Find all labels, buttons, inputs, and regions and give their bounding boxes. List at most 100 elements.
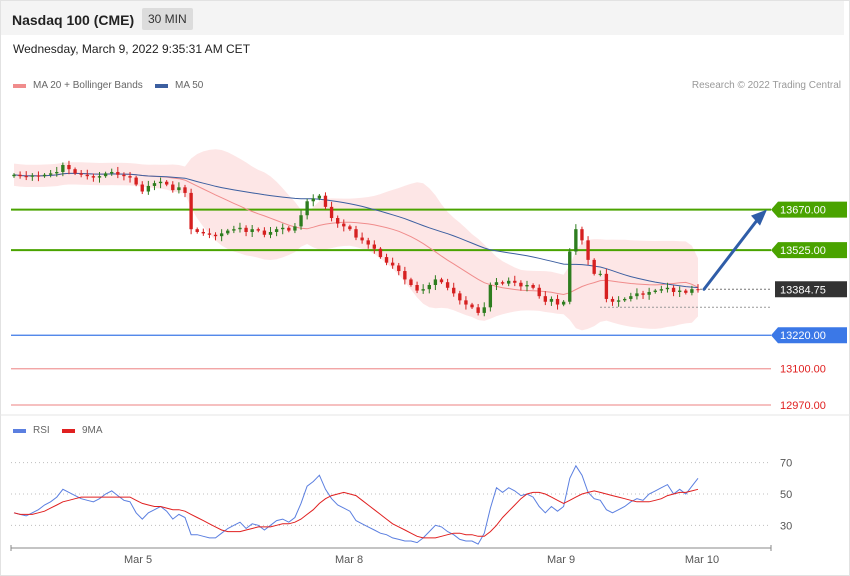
candle-body: [366, 240, 370, 245]
level-labels-layer: 13670.00 13525.00 13384.75 13220.00 13100.00…: [771, 201, 847, 412]
level-badge-support: [771, 327, 847, 344]
candle-body: [445, 282, 450, 288]
candle: [592, 258, 596, 276]
candle-body: [470, 304, 474, 308]
candle: [519, 280, 523, 291]
interval-badge[interactable]: 30 MIN: [142, 8, 193, 30]
last-price-badge: [775, 281, 847, 298]
candle-body: [91, 176, 96, 178]
candle: [439, 277, 444, 284]
candle: [262, 227, 267, 238]
candle: [329, 201, 334, 222]
candle: [12, 173, 16, 178]
candle-body: [311, 198, 315, 202]
candle: [219, 229, 224, 242]
candle: [73, 167, 77, 176]
candle: [452, 282, 456, 297]
candle-body: [73, 169, 77, 174]
candle-body: [684, 290, 688, 293]
x-tick-label: Mar 8: [335, 554, 363, 566]
candle: [311, 194, 315, 207]
candle: [506, 277, 511, 287]
candle: [348, 224, 352, 231]
candle-body: [329, 206, 334, 219]
candle-body: [293, 226, 297, 231]
candle: [610, 296, 615, 306]
candle-body: [592, 259, 596, 274]
candle: [458, 290, 462, 305]
candle: [61, 162, 65, 177]
candle-body: [158, 181, 163, 184]
candle-body: [195, 229, 199, 232]
candle-body: [189, 192, 193, 230]
legend-rsi-label: RSI: [33, 425, 50, 436]
candle-body: [103, 173, 108, 177]
candle: [268, 226, 273, 239]
candle-body: [48, 173, 53, 175]
candle: [42, 173, 47, 178]
candle-body: [24, 176, 28, 178]
candle: [122, 172, 126, 181]
candle-body: [397, 265, 401, 272]
candle: [525, 280, 529, 292]
candle: [586, 236, 590, 265]
candle: [79, 170, 83, 178]
candle-body: [262, 230, 267, 235]
candle: [30, 173, 35, 181]
candle-body: [623, 298, 627, 301]
candle: [476, 303, 480, 316]
candle-body: [360, 237, 364, 241]
candle: [140, 181, 144, 195]
legend-ma20-label: MA 20 + Bollinger Bands: [33, 80, 143, 91]
candle: [354, 225, 358, 241]
rsi-line: [13, 464, 699, 545]
candle: [482, 302, 486, 317]
candle-body: [287, 227, 291, 231]
candle: [635, 288, 639, 300]
candle-body: [250, 229, 254, 232]
candle-body: [85, 174, 89, 177]
candle-body: [342, 223, 346, 227]
candle: [103, 171, 108, 178]
candle-body: [348, 226, 352, 230]
candle: [232, 225, 236, 234]
legend-ma50: MA 50: [155, 80, 203, 91]
candle-body: [586, 240, 590, 260]
candle-body: [635, 293, 639, 297]
candle-body: [677, 290, 682, 292]
candle: [299, 210, 303, 230]
candle-body: [79, 173, 83, 175]
candle-body: [561, 301, 566, 305]
candle-body: [67, 165, 71, 170]
candle-body: [219, 233, 224, 237]
candle-body: [146, 185, 151, 192]
candle: [561, 300, 566, 307]
candle-body: [568, 251, 572, 302]
candle-body: [274, 229, 279, 232]
last-price-label: 13384.75: [780, 284, 826, 296]
candle-body: [207, 233, 212, 235]
candle-body: [299, 215, 303, 227]
level-label-resistance: 13525.00: [780, 245, 826, 257]
candle-body: [12, 174, 16, 177]
candle: [152, 180, 157, 191]
candle-body: [177, 187, 181, 191]
candle: [696, 284, 700, 293]
candle: [67, 160, 71, 175]
candle: [641, 290, 645, 299]
candle-body: [427, 285, 431, 290]
candle: [183, 184, 187, 198]
candle-body: [30, 175, 35, 177]
candle: [158, 177, 163, 189]
candle: [226, 228, 230, 236]
candle: [665, 282, 670, 293]
candle-body: [152, 183, 157, 186]
rsi-swatch: [13, 428, 26, 433]
candle: [238, 222, 242, 233]
candle: [568, 248, 572, 305]
candle: [500, 280, 505, 286]
candle: [403, 266, 407, 285]
candle-body: [665, 287, 670, 290]
candle: [653, 288, 657, 294]
